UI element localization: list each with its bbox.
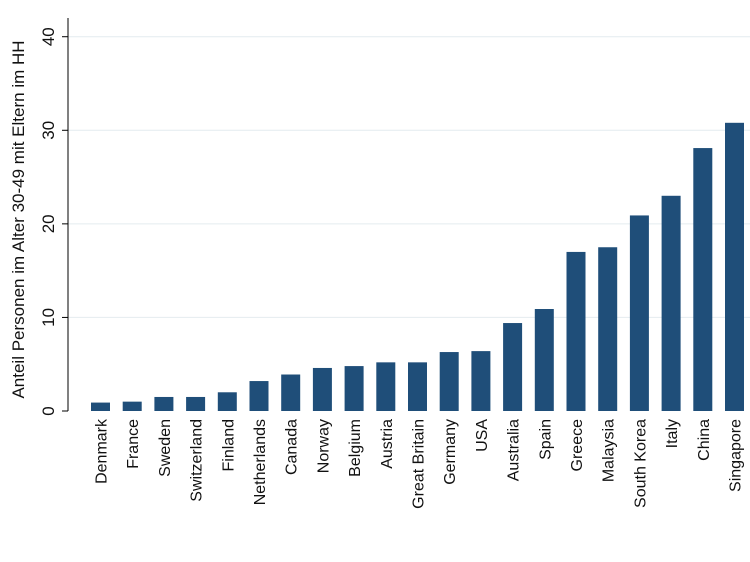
x-label-finland: Finland — [220, 419, 237, 471]
x-label-germany: Germany — [442, 419, 459, 485]
x-label-sweden: Sweden — [157, 419, 174, 477]
x-label-usa: USA — [474, 419, 491, 452]
bar-switzerland — [186, 396, 206, 411]
x-label-canada: Canada — [284, 419, 301, 475]
bar-denmark — [91, 402, 110, 411]
bars — [91, 122, 744, 412]
x-label-belgium: Belgium — [347, 419, 364, 477]
bar-south-korea — [629, 215, 649, 411]
bar-usa — [471, 351, 491, 411]
x-label-great-britain: Great Britain — [411, 419, 428, 509]
bar-sweden — [154, 396, 174, 411]
x-label-switzerland: Switzerland — [189, 419, 206, 502]
bar-great-britain — [408, 362, 427, 411]
y-axis-title: Anteil Personen im Alter 30-49 mit Elter… — [9, 40, 28, 398]
y-tick-label-30: 30 — [39, 121, 58, 140]
bar-belgium — [344, 366, 364, 411]
x-label-denmark: Denmark — [94, 418, 111, 484]
y-tick-label-40: 40 — [39, 27, 58, 46]
x-label-austria: Austria — [379, 419, 396, 469]
bar-greece — [566, 251, 586, 411]
bar-malaysia — [598, 247, 618, 411]
bar-netherlands — [249, 381, 269, 411]
y-tick-label-0: 0 — [39, 406, 58, 415]
bar-france — [122, 401, 142, 411]
x-label-china: China — [696, 419, 713, 461]
x-label-malaysia: Malaysia — [601, 419, 618, 482]
x-label-south-korea: South Korea — [632, 419, 649, 508]
x-label-norway: Norway — [315, 419, 332, 473]
x-label-spain: Spain — [537, 419, 554, 460]
bar-finland — [217, 392, 237, 411]
x-label-greece: Greece — [569, 419, 586, 472]
bar-china — [693, 148, 713, 412]
x-label-netherlands: Netherlands — [252, 419, 269, 505]
y-tick-label-20: 20 — [39, 214, 58, 233]
y-tick-label-10: 10 — [39, 308, 58, 327]
bar-singapore — [725, 122, 744, 412]
x-axis-labels: Denmark France Sweden Switzerland Finland Net… — [94, 418, 745, 509]
x-label-australia: Australia — [506, 419, 523, 481]
bar-norway — [312, 367, 332, 411]
bar-canada — [281, 374, 301, 411]
x-label-france: France — [125, 419, 142, 469]
bar-germany — [439, 352, 459, 411]
y-axis-ticks: 0 10 20 30 40 — [39, 27, 68, 416]
bar-australia — [503, 323, 523, 411]
x-label-singapore: Singapore — [728, 419, 745, 492]
bar-spain — [534, 309, 554, 411]
bar-italy — [661, 195, 681, 411]
x-label-italy: Italy — [664, 419, 681, 448]
bar-austria — [376, 362, 396, 411]
